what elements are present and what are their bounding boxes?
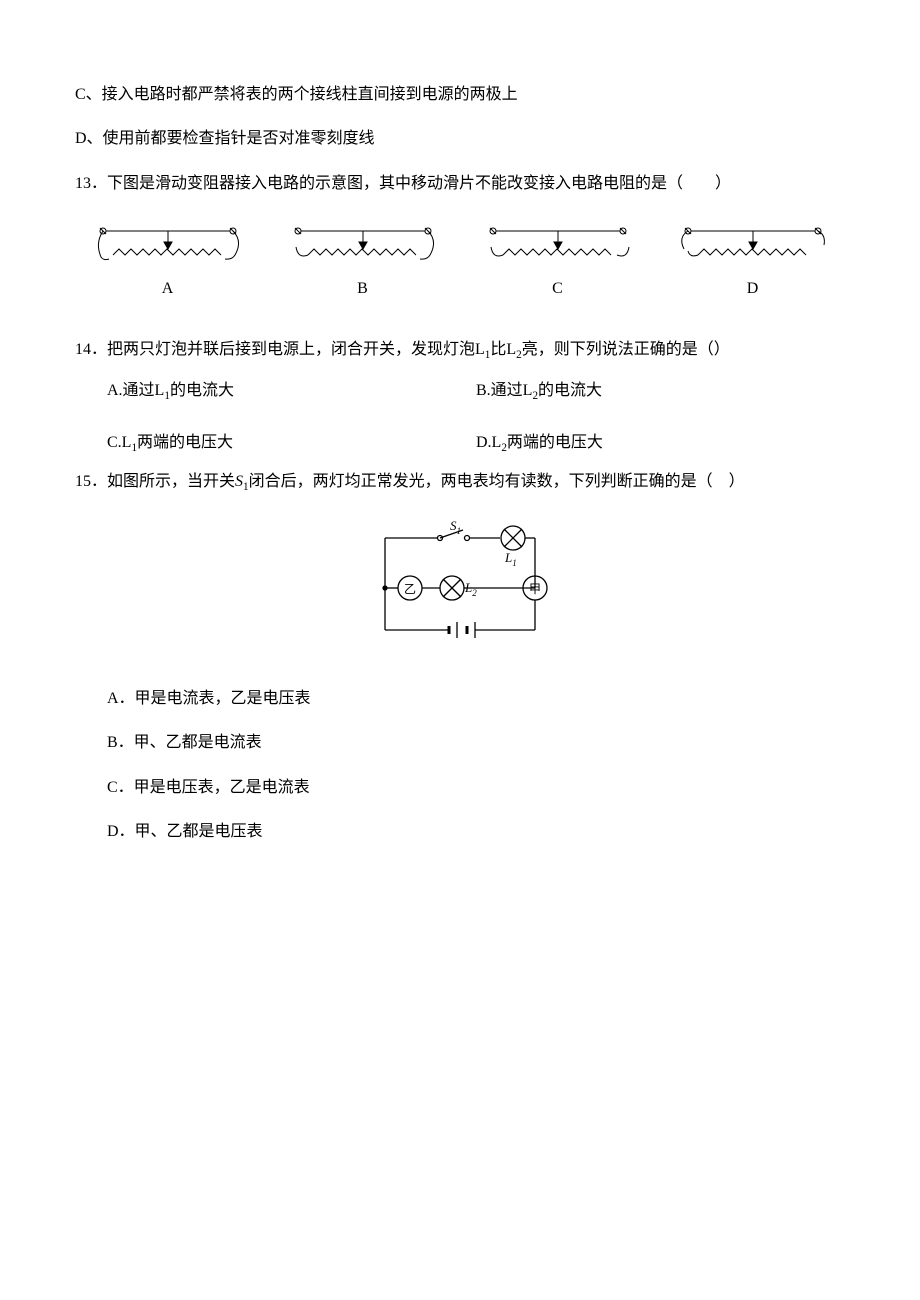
q15-intro: 15．如图所示，当开关S1闭合后，两灯均正常发光，两电表均有读数，下列判断正确的… xyxy=(75,467,845,498)
q14-optB-pre: B.通过L xyxy=(476,382,532,399)
q13-label-d: D xyxy=(660,274,845,304)
q14-option-a: A.通过L1的电流大 xyxy=(107,376,476,407)
rheostat-b-icon xyxy=(278,219,448,274)
q13-figure-d: D xyxy=(660,219,845,304)
q15-s-letter: S xyxy=(235,473,243,490)
q14-optD-pre: D.L xyxy=(476,434,501,451)
q13-label-b: B xyxy=(270,274,455,304)
rheostat-c-icon xyxy=(473,219,643,274)
q14-intro: 14．把两只灯泡并联后接到电源上，闭合开关，发现灯泡L1比L2亮，则下列说法正确… xyxy=(75,335,845,366)
circuit-label-l1: L1 xyxy=(504,550,517,568)
q14-optA-post: 的电流大 xyxy=(170,382,234,399)
q14-text-1: 14．把两只灯泡并联后接到电源上，闭合开关，发现灯泡L xyxy=(75,341,485,358)
q13-intro: 13．下图是滑动变阻器接入电路的示意图，其中移动滑片不能改变接入电路电阻的是（ … xyxy=(75,169,845,199)
q14-text-mid: 比L xyxy=(490,341,516,358)
q13-label-a: A xyxy=(75,274,260,304)
q14-optC-pre: C.L xyxy=(107,434,131,451)
q14-text-end: 亮，则下列说法正确的是（） xyxy=(522,341,730,358)
q15-option-c: C．甲是电压表，乙是电流表 xyxy=(107,773,845,803)
q14-option-c: C.L1两端的电压大 xyxy=(107,428,476,459)
q13-figure-c: C xyxy=(465,219,650,304)
q15-text-post: 闭合后，两灯均正常发光，两电表均有读数，下列判断正确的是（ ） xyxy=(249,473,745,490)
q14-optB-post: 的电流大 xyxy=(538,382,602,399)
q14-options-row2: C.L1两端的电压大 D.L2两端的电压大 xyxy=(75,428,845,459)
q14-option-d: D.L2两端的电压大 xyxy=(476,428,845,459)
q15-text-pre: 15．如图所示，当开关 xyxy=(75,473,235,490)
circuit-diagram-icon: S1 L1 L2 甲 乙 xyxy=(355,518,565,648)
q15-circuit-figure: S1 L1 L2 甲 乙 xyxy=(75,518,845,659)
q13-figure-b: B xyxy=(270,219,455,304)
rheostat-a-icon xyxy=(83,219,253,274)
q14-options-row1: A.通过L1的电流大 B.通过L2的电流大 xyxy=(75,376,845,407)
q12-option-c: C、接入电路时都严禁将表的两个接线柱直间接到电源的两极上 xyxy=(75,80,845,110)
q14-optC-post: 两端的电压大 xyxy=(137,434,233,451)
q15-option-b: B．甲、乙都是电流表 xyxy=(107,728,845,758)
circuit-label-l2: L2 xyxy=(464,580,477,598)
circuit-label-yi: 乙 xyxy=(404,582,416,596)
q13-figure-row: A B xyxy=(75,219,845,304)
q15-option-a: A．甲是电流表，乙是电压表 xyxy=(107,684,845,714)
q14-option-b: B.通过L2的电流大 xyxy=(476,376,845,407)
q13-figure-a: A xyxy=(75,219,260,304)
q13-intro-text: 13．下图是滑动变阻器接入电路的示意图，其中移动滑片不能改变接入电路电阻的是（ … xyxy=(75,175,731,192)
q13-label-c: C xyxy=(465,274,650,304)
circuit-label-jia: 甲 xyxy=(529,582,541,596)
q14-optD-post: 两端的电压大 xyxy=(507,434,603,451)
q14-optA-pre: A.通过L xyxy=(107,382,164,399)
q12-option-d: D、使用前都要检查指针是否对准零刻度线 xyxy=(75,124,845,154)
q15-option-d: D．甲、乙都是电压表 xyxy=(107,817,845,847)
rheostat-d-icon xyxy=(668,219,838,274)
